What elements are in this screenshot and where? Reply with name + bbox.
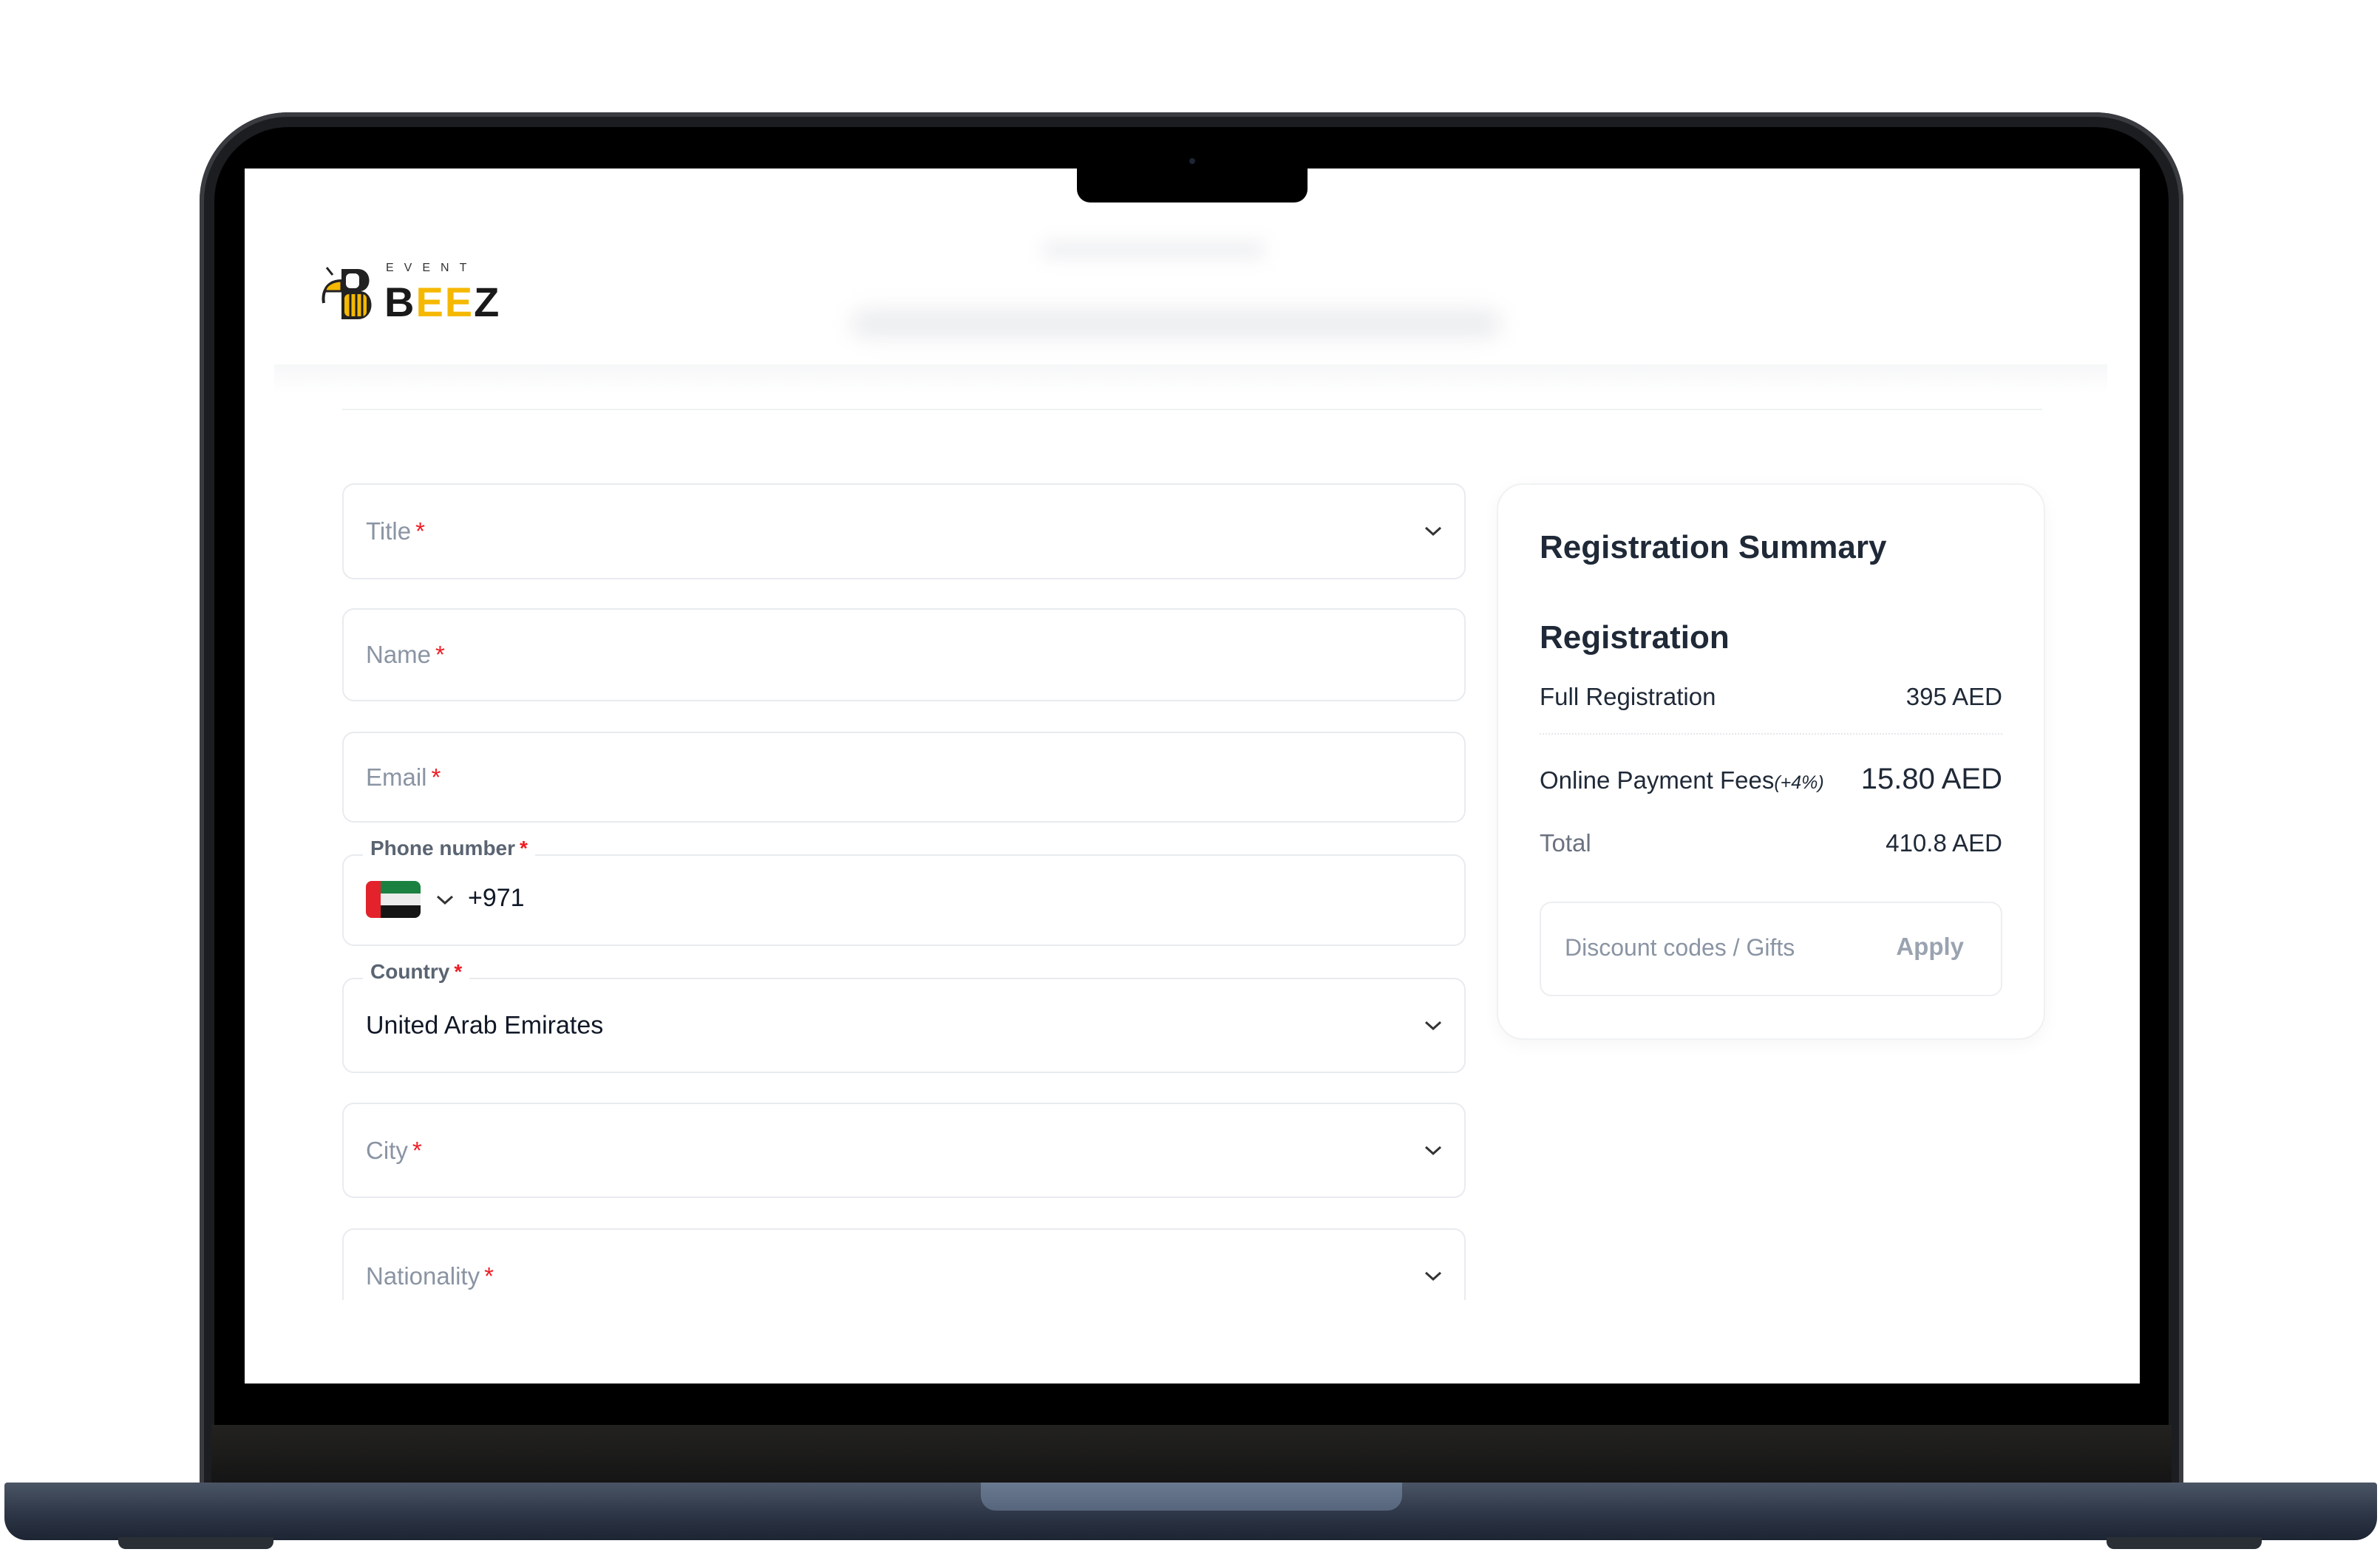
header-divider — [342, 409, 2042, 410]
dial-code: +971 — [468, 884, 525, 912]
laptop-chin — [211, 1425, 2172, 1483]
phone-input[interactable]: +971 — [342, 854, 1466, 946]
blurred-header-element — [1043, 242, 1265, 257]
chevron-down-icon — [1424, 1271, 1442, 1281]
country-select[interactable]: United Arab Emirates — [342, 978, 1466, 1073]
name-placeholder: Name * — [366, 641, 445, 668]
uae-flag-icon[interactable] — [366, 881, 421, 918]
summary-title: Registration Summary — [1540, 529, 1887, 565]
logo-beez-text: BEEZ — [384, 279, 501, 325]
registration-page: EVENT BEEZ Title * Name * Email * +971 — [245, 169, 2140, 1300]
event-beez-logo[interactable]: EVENT BEEZ — [319, 262, 499, 325]
nationality-placeholder: Nationality * — [366, 1262, 494, 1290]
camera-icon — [1189, 158, 1195, 164]
country-code-chevron-icon[interactable] — [435, 894, 455, 906]
total-row: Total 410.8 AED — [1540, 829, 2002, 857]
discount-code-input[interactable]: Discount codes / Gifts — [1565, 934, 1795, 961]
total-label: Total — [1540, 829, 1591, 857]
fees-value: 15.80 AED — [1860, 763, 2002, 795]
dotted-divider — [1540, 733, 2002, 735]
chevron-down-icon — [1424, 1146, 1442, 1155]
logo-event-text: EVENT — [386, 262, 477, 274]
laptop-opening-notch — [981, 1483, 1402, 1511]
registration-summary-card: Registration Summary Registration Full R… — [1497, 483, 2045, 1040]
apply-button[interactable]: Apply — [1896, 933, 1964, 960]
camera-notch — [1077, 169, 1308, 202]
laptop-screen: EVENT BEEZ Title * Name * Email * +971 — [245, 169, 2140, 1383]
header-shadow — [274, 364, 2107, 394]
chevron-down-icon — [1424, 1021, 1442, 1030]
summary-section-title: Registration — [1540, 619, 1730, 656]
phone-label: Phone number * — [363, 837, 535, 860]
city-placeholder: City * — [366, 1136, 422, 1164]
fees-label: Online Payment Fees(+4%) — [1540, 766, 1824, 794]
blurred-header-text — [851, 309, 1501, 338]
title-placeholder: Title * — [366, 517, 425, 545]
email-placeholder: Email * — [366, 763, 441, 791]
laptop-foot — [118, 1537, 273, 1549]
laptop-foot — [2107, 1537, 2262, 1549]
discount-code-field[interactable]: Discount codes / Gifts Apply — [1540, 902, 2002, 996]
line-item-label: Full Registration — [1540, 683, 1716, 710]
country-value: United Arab Emirates — [366, 1011, 604, 1039]
title-select[interactable]: Title * — [342, 483, 1466, 579]
chevron-down-icon — [1424, 526, 1442, 537]
bee-logo-icon — [322, 267, 372, 319]
online-payment-fees-row: Online Payment Fees(+4%) 15.80 AED — [1540, 763, 2002, 796]
country-label: Country * — [363, 960, 470, 984]
city-select[interactable]: City * — [342, 1103, 1466, 1198]
line-item-value: 395 AED — [1905, 683, 2002, 710]
total-value: 410.8 AED — [1886, 829, 2002, 857]
email-input[interactable]: Email * — [342, 732, 1466, 823]
nationality-select[interactable]: Nationality * — [342, 1228, 1466, 1300]
name-input[interactable]: Name * — [342, 608, 1466, 701]
line-item-full-registration: Full Registration 395 AED — [1540, 683, 2002, 711]
